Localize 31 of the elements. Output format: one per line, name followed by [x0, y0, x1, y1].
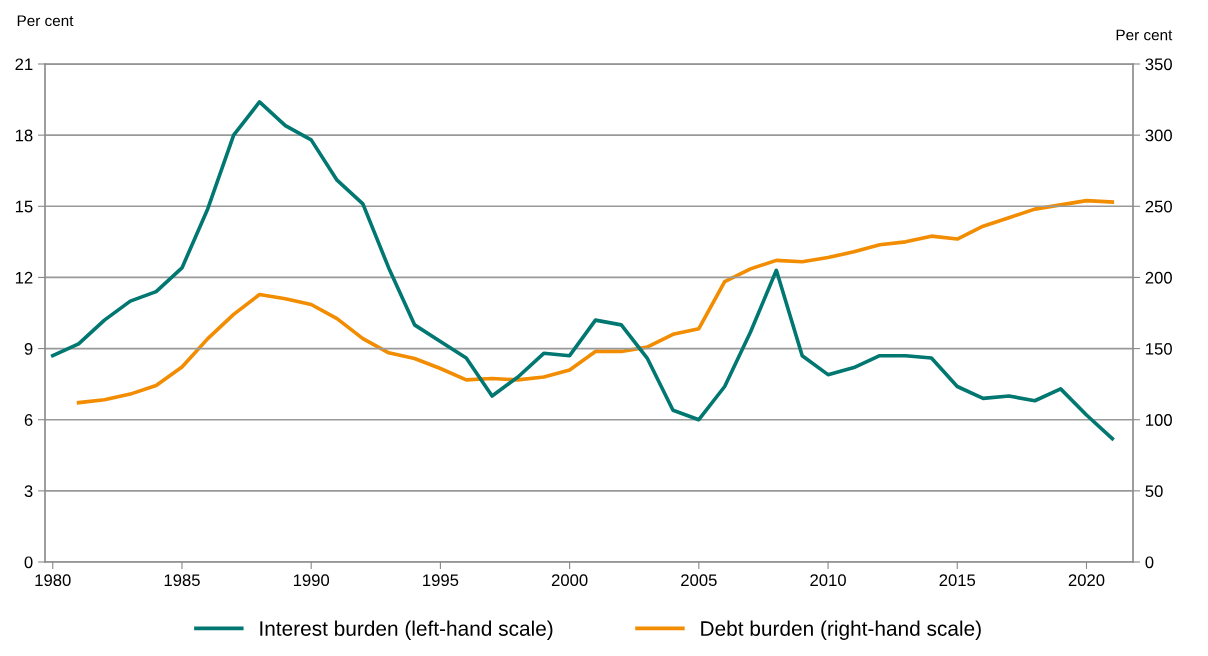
y2-tick-label: 350	[1145, 58, 1172, 71]
x-tick-label: 1995	[423, 574, 459, 587]
x-tick-label: 2005	[681, 574, 717, 587]
legend-label: Interest burden (left-hand scale)	[260, 620, 553, 640]
y2-tick-label: 200	[1145, 271, 1172, 284]
y2-tick-label: 50	[1145, 485, 1163, 498]
y2-tick-label: 250	[1145, 200, 1172, 213]
x-tick-label: 2000	[551, 574, 588, 587]
x-tick-label: 1980	[35, 574, 71, 587]
y2-axis-title: Per cent	[1116, 29, 1173, 41]
x-tick-label: 2020	[1068, 574, 1105, 587]
y-tick-label: 15	[15, 200, 33, 213]
line-series	[76, 198, 1115, 405]
x-tick-label: 2010	[810, 574, 846, 587]
x-tick-label: 1990	[293, 574, 330, 587]
y-tick-label: 9	[24, 342, 33, 355]
x-tick-label: 2015	[939, 574, 976, 587]
line-series	[50, 100, 1115, 441]
y-axis-title: Per cent	[17, 15, 74, 27]
y-tick-label: 6	[24, 414, 33, 426]
y2-tick-label: 150	[1146, 342, 1172, 355]
y2-tick-label: 0	[1145, 556, 1154, 569]
y2-tick-label: 100	[1146, 414, 1172, 426]
x-tick-label: 1985	[164, 574, 200, 587]
y2-tick-label: 300	[1145, 129, 1172, 142]
y-tick-label: 12	[15, 271, 33, 284]
y-tick-label: 18	[15, 129, 33, 142]
y-tick-label: 0	[24, 556, 33, 569]
y-tick-label: 21	[15, 58, 33, 71]
legend-label: Debt burden (right-hand scale)	[701, 620, 981, 641]
y-tick-label: 3	[24, 485, 33, 498]
